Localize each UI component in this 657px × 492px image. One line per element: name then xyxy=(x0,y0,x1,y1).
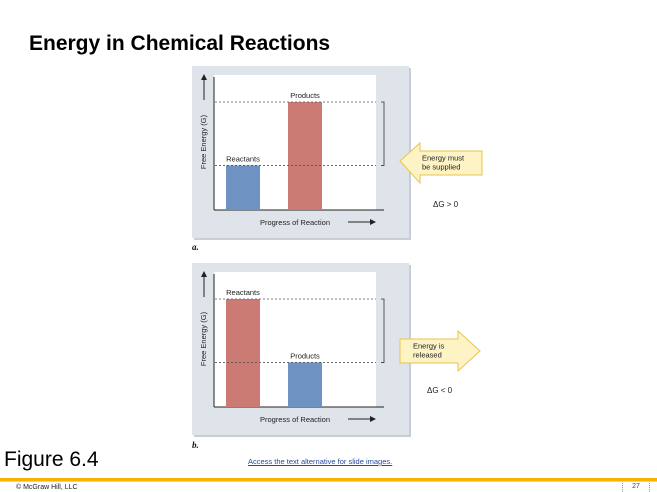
footer-accent-bar xyxy=(0,478,657,481)
bar-products xyxy=(288,102,322,210)
slide-title: Energy in Chemical Reactions xyxy=(29,32,331,55)
footer-accent-line xyxy=(0,481,657,482)
bar-label-products: Products xyxy=(290,351,320,360)
x-axis-label: Progress of Reaction xyxy=(260,415,330,424)
delta-g-bracket xyxy=(381,101,385,166)
bar-reactants xyxy=(226,165,260,210)
figure-label: Figure 6.4 xyxy=(4,448,99,471)
callout-text-line-2: released xyxy=(413,351,442,360)
delta-g-label: ΔG < 0 xyxy=(427,386,453,395)
energy-diagram-b: Free Energy (G) Progress of Reaction React… xyxy=(192,263,481,437)
y-axis-label: Free Energy (G) xyxy=(199,311,208,366)
callout-text-line-1: Energy is xyxy=(413,342,445,351)
x-axis-label: Progress of Reaction xyxy=(260,218,330,227)
y-axis-arrowhead xyxy=(201,74,207,80)
bar-label-reactants: Reactants xyxy=(226,288,260,297)
energy-diagram-a: Free Energy (G) Progress of Reaction React… xyxy=(192,66,483,240)
callout-text-line-1: Energy must xyxy=(422,154,465,163)
delta-g-label: ΔG > 0 xyxy=(433,200,459,209)
callout-text-line-2: be supplied xyxy=(422,163,460,172)
bar-label-products: Products xyxy=(290,91,320,100)
x-axis-arrowhead xyxy=(370,416,376,422)
text-alternative-link[interactable]: Access the text alternative for slide im… xyxy=(248,457,393,466)
panel-label-a: a. xyxy=(192,242,199,252)
bar-products xyxy=(288,362,322,407)
bar-label-reactants: Reactants xyxy=(226,154,260,163)
bar-reactants xyxy=(226,299,260,407)
x-axis-arrowhead xyxy=(370,219,376,225)
y-axis-arrowhead xyxy=(201,271,207,277)
y-axis-label: Free Energy (G) xyxy=(199,114,208,169)
callout-arrow xyxy=(399,329,481,373)
copyright-notice: © McGraw Hill, LLC xyxy=(16,484,78,491)
delta-g-bracket xyxy=(381,298,385,363)
callout-arrow xyxy=(399,141,483,185)
page-number: 27 xyxy=(622,483,650,492)
panel-label-b: b. xyxy=(192,440,199,450)
